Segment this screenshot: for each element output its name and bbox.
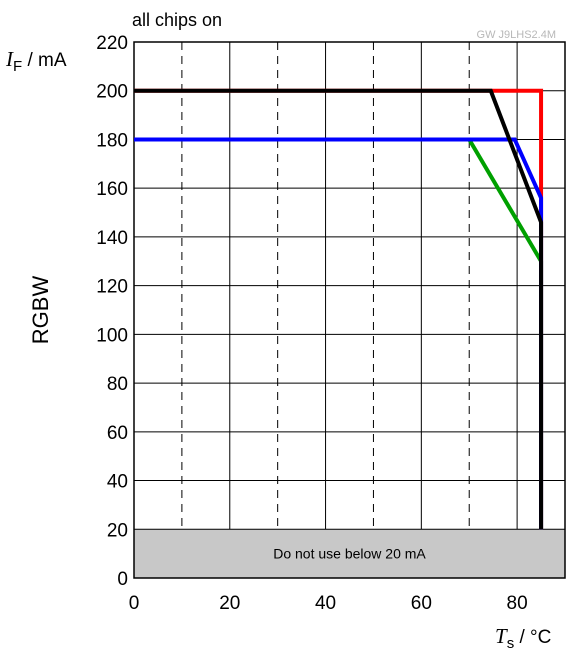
y-tick-label: 220	[96, 33, 128, 54]
y-tick-label: 20	[107, 520, 128, 541]
y-tick-label: 200	[96, 82, 128, 103]
y-tick-label: 120	[96, 277, 128, 298]
x-tick-label: 0	[129, 593, 140, 614]
x-axis-label: Ts / °C	[495, 624, 551, 651]
doc-code: GW J9LHS2.4M	[477, 29, 556, 41]
y-tick-label: 180	[96, 130, 128, 151]
x-tick-label: 60	[411, 593, 432, 614]
no-use-zone	[134, 529, 565, 578]
y-tick-label: 140	[96, 228, 128, 249]
x-tick-label: 80	[507, 593, 528, 614]
x-axis-unit: / °C	[514, 627, 551, 648]
no-use-zone-label: Do not use below 20 mA	[273, 546, 426, 562]
y-tick-label: 0	[117, 569, 128, 590]
y-axis-label: IF / mA	[5, 47, 67, 75]
y-tick-label: 80	[107, 374, 128, 395]
y-tick-label: 60	[107, 423, 128, 444]
y-tick-label: 160	[96, 179, 128, 200]
x-axis-var: T	[495, 624, 508, 648]
side-label: RGBW	[28, 276, 53, 345]
y-tick-label: 40	[107, 472, 128, 493]
x-tick-label: 20	[219, 593, 240, 614]
plot-frame	[133, 41, 566, 579]
series-line-4	[134, 88, 544, 530]
x-tick-label: 40	[315, 593, 336, 614]
y-axis-sub: F	[13, 58, 22, 75]
y-tick-label: 100	[96, 325, 128, 346]
chart-title: all chips on	[132, 10, 222, 30]
y-axis-var: I	[5, 47, 14, 71]
y-axis-unit: / mA	[22, 50, 67, 71]
x-axis-sub: s	[507, 635, 515, 651]
